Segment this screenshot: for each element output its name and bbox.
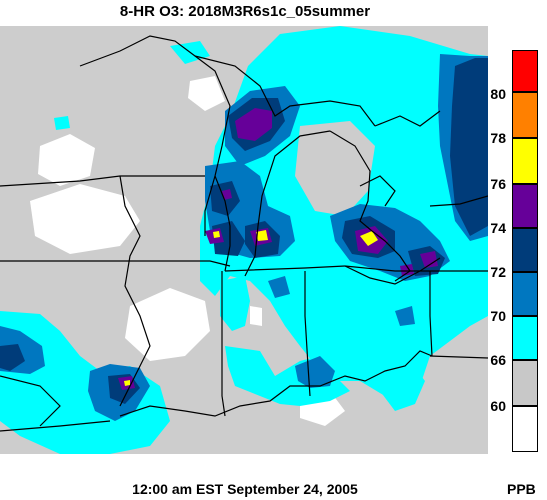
legend-tick-74: 74 <box>490 220 506 236</box>
legend-swatch-gray <box>512 360 538 406</box>
legend-swatch-blue <box>512 272 538 316</box>
legend-tick-70: 70 <box>490 308 506 324</box>
peak-ozone-regions <box>124 230 378 386</box>
legend-tick-76: 76 <box>490 176 506 192</box>
map-title: 8-HR O3: 2018M3R6s1c_05summer <box>119 3 371 20</box>
legend-swatch-cyan <box>512 316 538 360</box>
ozone-map <box>0 26 488 454</box>
color-legend <box>512 50 538 452</box>
low-ozone-regions <box>15 76 345 426</box>
legend-swatch-red <box>512 50 538 92</box>
legend-tick-72: 72 <box>490 264 506 280</box>
timestamp-label: 12:00 am EST September 24, 2005 <box>132 481 358 497</box>
legend-swatch-darkblue <box>512 228 538 272</box>
legend-swatch-white <box>512 406 538 452</box>
legend-tick-60: 60 <box>490 398 506 414</box>
units-label: PPB <box>507 481 536 497</box>
legend-tick-80: 80 <box>490 86 506 102</box>
state-boundaries <box>0 35 488 432</box>
legend-swatch-orange <box>512 92 538 138</box>
legend-swatch-yellow <box>512 138 538 184</box>
legend-tick-78: 78 <box>490 130 506 146</box>
legend-swatch-purple <box>512 184 538 228</box>
legend-tick-66: 66 <box>490 352 506 368</box>
